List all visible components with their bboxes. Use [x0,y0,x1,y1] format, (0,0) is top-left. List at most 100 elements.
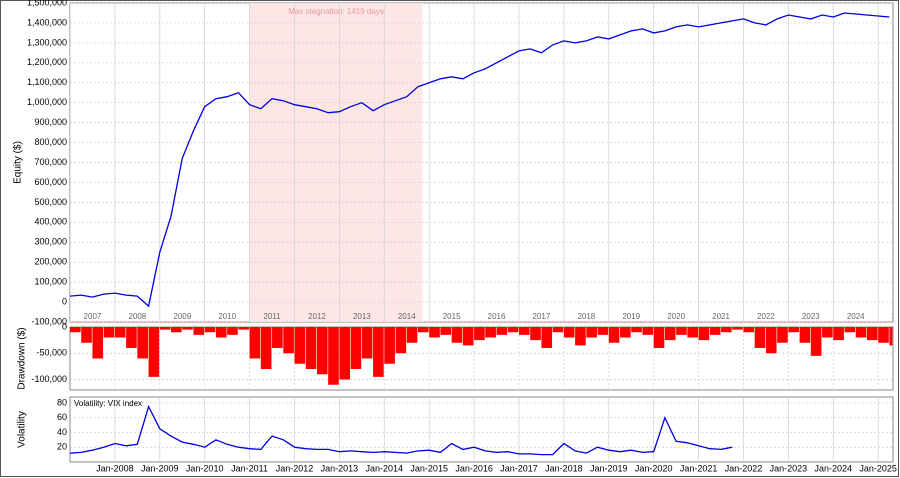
y-tick-label: 500,000 [34,197,67,207]
drawdown-bar [518,327,530,335]
stagnation-label: Max stagnation: 1419 days [288,7,384,16]
series-line [70,12,890,308]
drawdown-bar [664,327,676,341]
x-tick-label: 2009 [173,312,191,321]
y-axis-label: Volatility [17,411,28,448]
x-tick-label: Jan-2021 [680,463,718,473]
x-tick-label: 2016 [488,312,506,321]
y-tick-label: 1,000,000 [27,97,67,107]
drawdown-bar [159,327,171,330]
drawdown-bar [384,327,395,364]
drawdown-bar [451,327,463,343]
x-tick-label: Jan-2025 [859,463,897,473]
drawdown-bar [642,327,654,335]
plot-area [69,396,894,463]
drawdown-bar [114,327,126,338]
y-tick-label: -100,000 [31,374,67,384]
drawdown-bar [788,327,800,333]
drawdown-bar [373,327,384,377]
y-axis-label: Equity ($) [13,141,24,184]
drawdown-bar [193,327,205,335]
y-tick-label: 100,000 [34,277,67,287]
x-tick-label: 2021 [712,312,730,321]
drawdown-bar [294,327,306,364]
y-tick-label: 1,200,000 [27,57,67,67]
drawdown-bar [855,327,867,338]
x-tick-label: 2024 [847,312,865,321]
drawdown-bar [485,327,496,338]
drawdown-bar [227,327,238,335]
y-tick-label: 900,000 [34,117,67,127]
x-tick-label: 2011 [263,312,281,321]
drawdown-bar [395,327,407,354]
drawdown-bar [283,327,294,354]
x-tick-label: 2010 [218,312,236,321]
x-tick-label: Jan-2022 [725,463,763,473]
y-tick-label: 1,400,000 [27,17,67,27]
x-tick-label: Jan-2016 [455,463,493,473]
x-tick-label: Jan-2012 [276,463,314,473]
drawdown-bar [810,327,822,356]
drawdown-bar [698,327,710,341]
y-axis-label: Drawdown ($) [17,327,28,389]
drawdown-bar [328,327,339,385]
series-line [70,404,733,456]
drawdown-bar [204,327,216,333]
x-tick-label: 2025 [892,312,900,321]
drawdown-bar [171,327,182,333]
x-tick-label: 2017 [533,312,551,321]
drawdown-bar [866,327,878,341]
x-tick-label: 2019 [622,312,640,321]
drawdown-bar [81,327,92,343]
plot [70,397,893,462]
drawdown-bar [878,327,889,343]
drawdown-bar [215,327,227,338]
x-tick-label: 2023 [802,312,820,321]
drawdown-bar [70,327,81,333]
y-tick-label: 800,000 [34,137,67,147]
x-tick-label: 2014 [398,312,416,321]
x-tick-label: Jan-2013 [321,463,359,473]
drawdown-bar [563,327,575,338]
y-tick-label: 400,000 [34,217,67,227]
drawdown-bar [316,327,328,375]
x-tick-label: Jan-2023 [770,463,808,473]
drawdown-bar [530,327,541,341]
x-tick-label: Jan-2014 [366,463,404,473]
x-tick-label: 2018 [577,312,595,321]
x-tick-label: Jan-2019 [590,463,628,473]
drawdown-bar [552,327,564,333]
drawdown-bar [889,327,893,346]
y-tick-label: 1,500,000 [27,0,67,7]
drawdown-bar [597,327,609,335]
drawdown-bar [608,327,620,343]
drawdown-bar [429,327,440,338]
drawdown-bar [92,327,104,359]
drawdown-bar [272,327,283,348]
x-tick-label: Jan-2009 [141,463,179,473]
x-tick-label: 2022 [757,312,775,321]
y-tick-label: 1,100,000 [27,77,67,87]
drawdown-bar [507,327,519,333]
drawdown-bar [653,327,665,348]
drawdown-bar [765,327,777,354]
drawdown-bar [844,327,856,333]
drawdown-bar [474,327,485,341]
drawdown-bar [350,327,362,369]
x-tick-label: 2015 [443,312,461,321]
x-tick-label: Jan-2020 [635,463,673,473]
drawdown-bar [541,327,553,348]
x-tick-label: Jan-2018 [545,463,583,473]
x-tick-label: 2020 [667,312,685,321]
x-tick-label: Jan-2008 [96,463,134,473]
drawdown-bar [732,327,743,330]
y-tick-label: 600,000 [34,177,67,187]
y-tick-label: 200,000 [34,257,67,267]
drawdown-bar [249,327,261,359]
drawdown-bar [754,327,766,348]
y-tick-label: 60 [57,412,67,422]
drawdown-bar [305,327,317,369]
drawdown-bar [238,327,249,330]
x-tick-label: 2008 [128,312,146,321]
